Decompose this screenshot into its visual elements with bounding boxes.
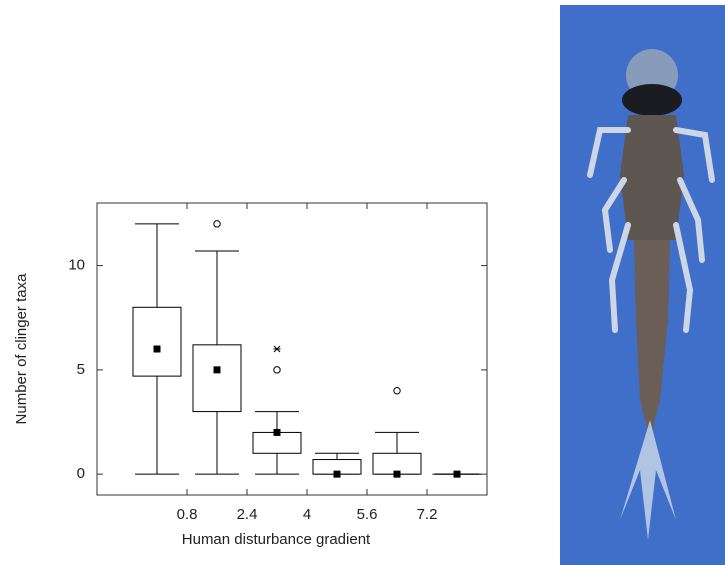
x-tick-label: 2.4: [237, 506, 258, 523]
plot-frame: [96, 202, 488, 496]
x-tick-label: 4: [303, 506, 311, 523]
y-axis-label: Number of clinger taxa: [13, 273, 30, 425]
x-tick-label: 5.6: [357, 506, 378, 523]
median-marker: [393, 470, 401, 478]
median-marker: [453, 470, 461, 478]
y-tick-label: 5: [77, 361, 85, 378]
median-marker: [153, 345, 161, 353]
extreme: [273, 345, 281, 353]
x-tick-label: 7.2: [417, 506, 438, 523]
y-tick-label: 0: [77, 465, 85, 482]
box: [132, 306, 182, 377]
outlier: [213, 220, 221, 228]
x-tick-label: 0.8: [177, 506, 198, 523]
x-axis-label: Human disturbance gradient: [182, 531, 371, 548]
outlier: [393, 387, 401, 395]
median-marker: [273, 428, 281, 436]
median-marker: [333, 470, 341, 478]
outlier: [273, 366, 281, 374]
box: [192, 344, 242, 413]
photo: [560, 5, 725, 565]
y-tick-label: 10: [68, 257, 85, 274]
median-marker: [213, 366, 221, 374]
